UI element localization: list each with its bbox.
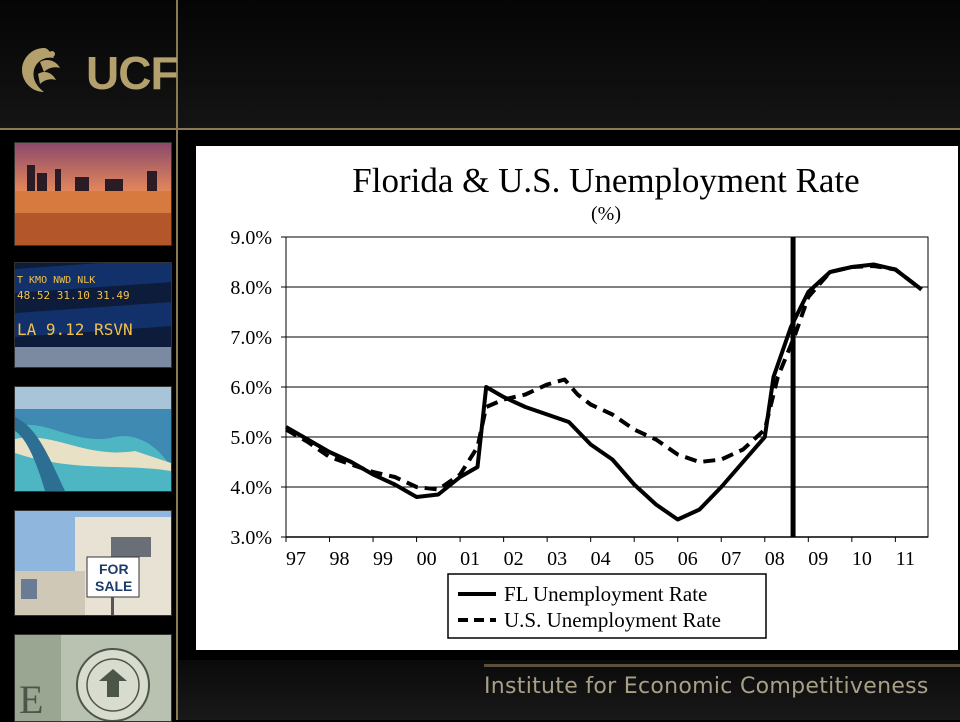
ticker-line-3: LA 9.12 RSVN [17,320,133,339]
series-line-us [285,264,923,492]
thumbnail-house-for-sale: FOR SALE [14,510,172,616]
header-band [0,0,960,130]
x-axis-ticks: 97 98 99 00 01 02 03 04 05 06 07 08 09 10 11 [285,537,915,570]
x-tick-label-8: 05 [634,548,654,570]
x-tick-label-13: 10 [852,548,872,570]
pegasus-icon [22,48,60,92]
y-axis-ticks: 3.0% 4.0% 5.0% 6.0% 7.0% 8.0% 9.0% [230,227,286,549]
legend-box [447,573,767,639]
sidebar-divider [176,0,178,720]
x-tick-label-5: 02 [504,548,524,570]
series-line-fl [285,262,923,522]
ticker-line-2: 48.52 31.10 31.49 [17,289,130,302]
ucf-logo: UCF [14,40,179,102]
for-sale-sign-line-2: SALE [95,578,132,594]
x-tick-label-10: 07 [721,548,741,570]
x-tick-label-2: 99 [373,548,393,570]
header-divider [0,128,960,130]
thumbnail-skyline [14,142,172,246]
x-tick-label-11: 08 [765,548,785,570]
y-tick-label-3: 6.0% [230,377,272,399]
for-sale-sign-line-1: FOR [99,561,129,577]
x-tick-label-7: 04 [591,548,611,570]
thumbnail-stock-ticker: T KMO NWD NLK 48.52 31.10 31.49 LA 9.12 … [14,262,172,368]
chart-panel: Florida & U.S. Unemployment Rate (%) 3.0… [196,146,958,650]
unemployment-chart: Florida & U.S. Unemployment Rate (%) 3.0… [230,161,929,639]
chart-title: Florida & U.S. Unemployment Rate [352,161,859,200]
y-tick-label-1: 4.0% [230,477,272,499]
x-tick-label-3: 00 [417,548,437,570]
thumbnail-dollar-bill: E [14,634,172,722]
thumbnail-coastline [14,386,172,492]
ticker-line-1: T KMO NWD NLK [17,275,95,286]
footer-band [178,660,960,720]
footer-title: Institute for Economic Competitiveness [484,674,929,699]
x-tick-label-4: 01 [460,548,480,570]
grid-lines [285,236,929,538]
legend-label-0: FL Unemployment Rate [504,582,707,606]
x-tick-label-9: 06 [678,548,698,570]
x-tick-label-6: 03 [547,548,567,570]
y-tick-label-4: 7.0% [230,327,272,349]
x-tick-label-0: 97 [286,548,306,570]
y-tick-label-2: 5.0% [230,427,272,449]
chart-subtitle: (%) [591,203,621,225]
y-tick-label-5: 8.0% [230,277,272,299]
y-tick-label-6: 9.0% [230,227,272,249]
svg-text:E: E [19,677,43,721]
x-tick-label-1: 98 [330,548,350,570]
x-tick-label-12: 09 [808,548,828,570]
legend-label-1: U.S. Unemployment Rate [504,608,721,632]
logo-text: UCF [86,47,179,99]
y-tick-label-0: 3.0% [230,527,272,549]
x-tick-label-14: 11 [896,548,915,570]
footer-divider [484,664,960,667]
series-layer [285,262,923,522]
